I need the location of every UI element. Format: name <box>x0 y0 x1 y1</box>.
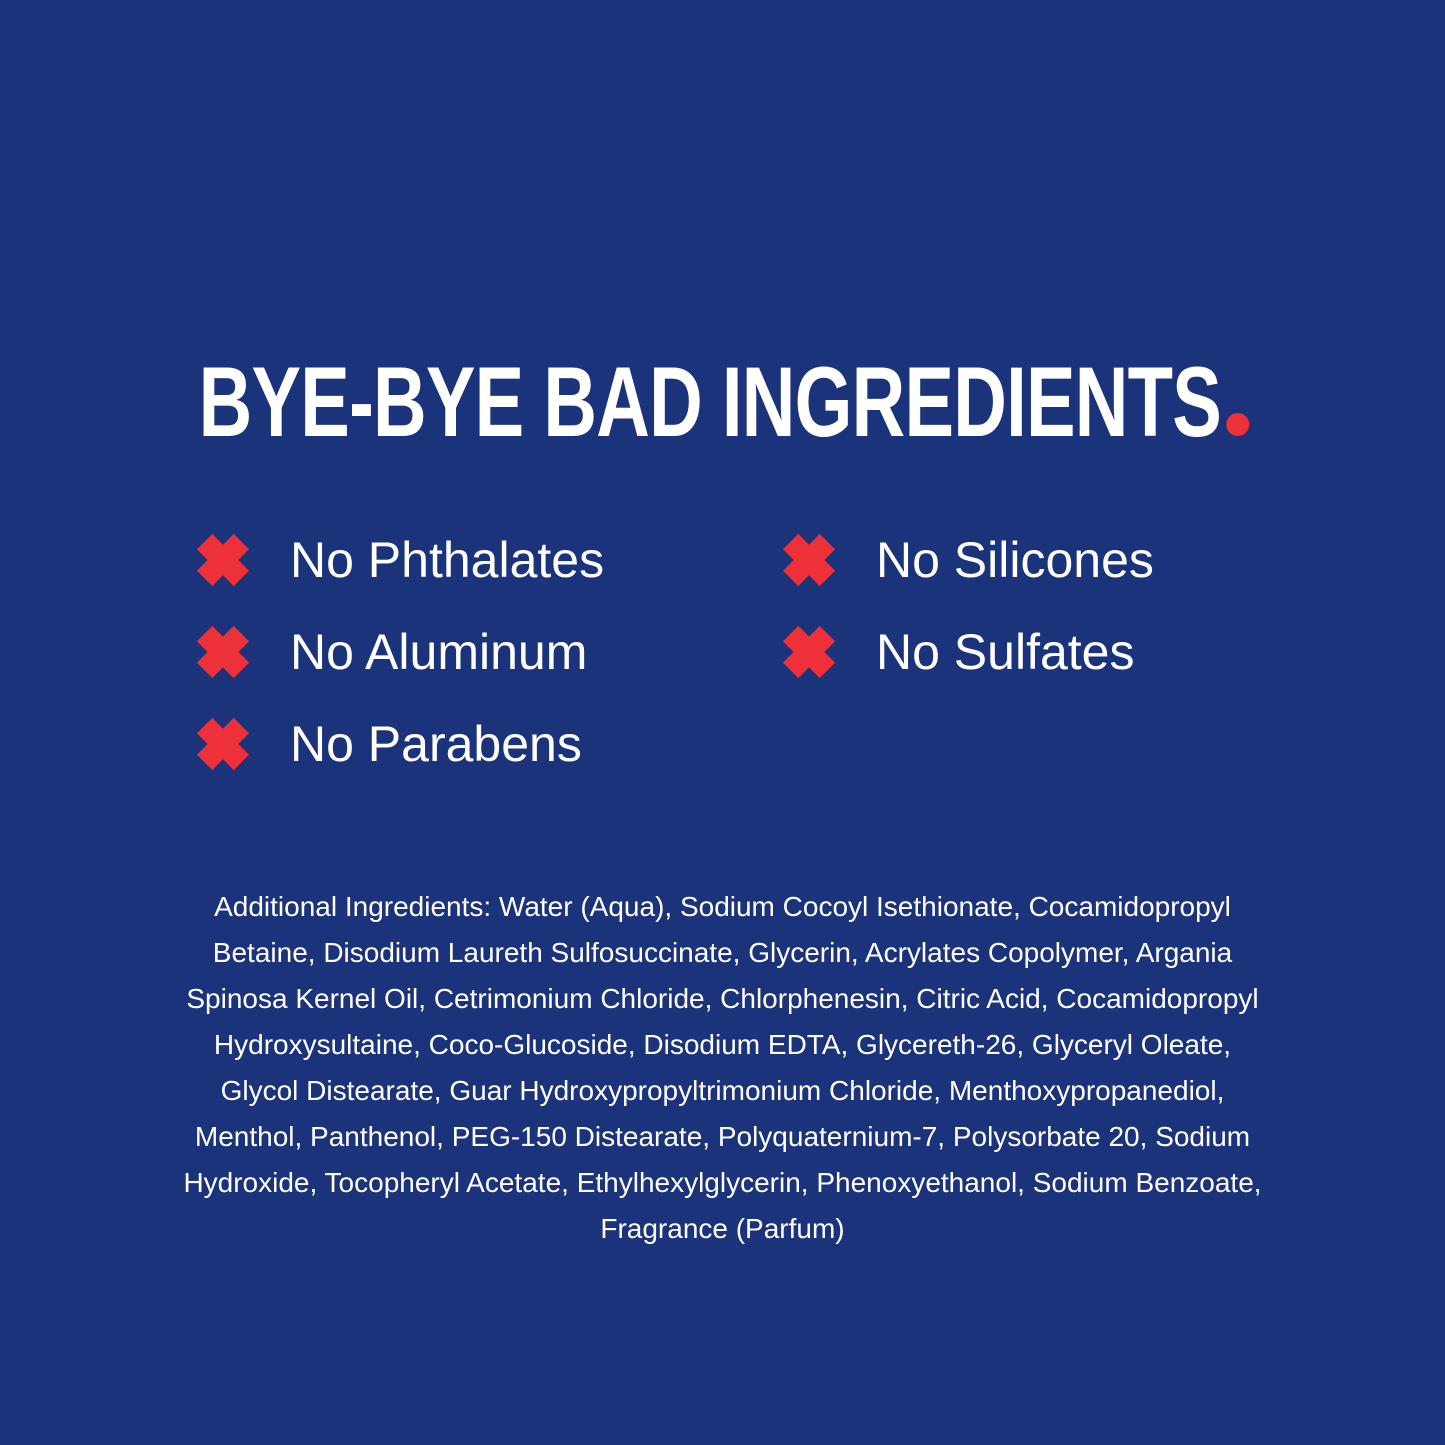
claim-item: No Parabens <box>197 698 604 790</box>
claim-label: No Sulfates <box>876 624 1135 680</box>
claim-item: No Aluminum <box>197 606 604 698</box>
headline: BYE-BYE BAD INGREDIENTS <box>0 352 1445 451</box>
ingredients-line: Fragrance (Parfum) <box>600 1213 845 1244</box>
claim-label: No Phthalates <box>290 532 605 588</box>
x-mark-icon <box>783 626 835 678</box>
x-mark-icon <box>197 534 249 586</box>
ingredients-line: Glycol Distearate, Guar Hydroxypropyltri… <box>220 1075 1225 1106</box>
x-mark-icon <box>783 534 835 586</box>
claim-label: No Aluminum <box>290 624 588 680</box>
claim-item: No Phthalates <box>197 514 604 606</box>
ingredients-line: Hydroxysultaine, Coco-Glucoside, Disodiu… <box>213 1029 1232 1060</box>
claim-item: No Sulfates <box>783 606 1154 698</box>
claim-label: No Parabens <box>290 716 582 772</box>
ingredients-paragraph: Additional Ingredients: Water (Aqua), So… <box>0 884 1445 1252</box>
claim-label: No Silicones <box>876 532 1154 588</box>
x-mark-icon <box>197 626 249 678</box>
headline-period-dot <box>1226 413 1250 436</box>
claim-item: No Silicones <box>783 514 1154 606</box>
headline-text: BYE-BYE BAD INGREDIENTS <box>198 346 1222 457</box>
ingredients-line: Additional Ingredients: Water (Aqua), So… <box>214 891 1231 922</box>
ingredients-line: Spinosa Kernel Oil, Cetrimonium Chloride… <box>186 983 1259 1014</box>
x-mark-icon <box>197 718 249 770</box>
ingredients-line: Menthol, Panthenol, PEG-150 Distearate, … <box>194 1121 1251 1152</box>
ingredients-line: Hydroxide, Tocopheryl Acetate, Ethylhexy… <box>183 1167 1262 1198</box>
ingredients-line: Betaine, Disodium Laureth Sulfosuccinate… <box>212 937 1233 968</box>
claims-column-left: No Phthalates No Aluminum No Parabens <box>197 514 604 790</box>
claims-column-right: No Silicones No Sulfates <box>783 514 1154 698</box>
